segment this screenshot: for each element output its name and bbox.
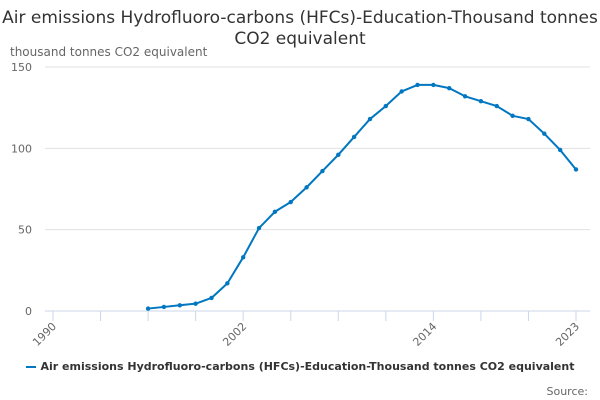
data-point — [272, 209, 278, 214]
data-point — [510, 113, 515, 119]
data-point — [462, 94, 468, 99]
data-point — [494, 103, 499, 109]
legend-item[interactable]: Air emissions Hydrofluoro-carbons (HFCs)… — [4, 360, 596, 373]
data-point — [304, 185, 309, 190]
data-point — [526, 116, 531, 122]
data-point — [209, 295, 214, 301]
legend-label: Air emissions Hydrofluoro-carbons (HFCs)… — [40, 360, 575, 373]
data-point — [573, 167, 579, 172]
y-tick-label: 0 — [25, 305, 32, 318]
data-point — [351, 134, 357, 140]
series-line — [147, 83, 577, 310]
y-axis-label: thousand tonnes CO2 equivalent — [10, 45, 208, 59]
data-point — [177, 303, 182, 308]
data-point — [447, 85, 452, 91]
data-point — [320, 168, 325, 174]
data-point — [288, 199, 293, 205]
data-point — [256, 225, 262, 231]
y-tick-label: 100 — [11, 142, 32, 155]
x-tick-label: 1990 — [30, 320, 59, 349]
x-tick-label: 2002 — [220, 320, 249, 349]
data-point — [478, 98, 484, 104]
data-point — [240, 255, 246, 260]
x-tick-label: 2014 — [410, 320, 439, 349]
chart-title: Air emissions Hydrofluoro-carbons (HFCs)… — [2, 8, 598, 49]
data-point — [193, 301, 198, 306]
source-label: Source: — [546, 385, 589, 398]
legend-swatch — [25, 366, 36, 368]
data-point — [336, 152, 341, 158]
x-tick-label: 2023 — [553, 320, 582, 349]
data-point — [415, 82, 420, 88]
data-point — [161, 304, 167, 310]
data-point — [399, 89, 404, 94]
data-point — [383, 103, 389, 109]
data-point — [367, 116, 373, 122]
data-point — [542, 131, 547, 136]
data-point — [145, 306, 151, 311]
data-point — [431, 82, 436, 88]
line-chart: 0 50 100 150 1990 2002 2014 2023 — [11, 61, 590, 349]
y-tick-label: 50 — [18, 224, 32, 237]
y-tick-label: 150 — [11, 61, 32, 74]
data-point — [225, 281, 230, 286]
data-point — [557, 147, 563, 153]
